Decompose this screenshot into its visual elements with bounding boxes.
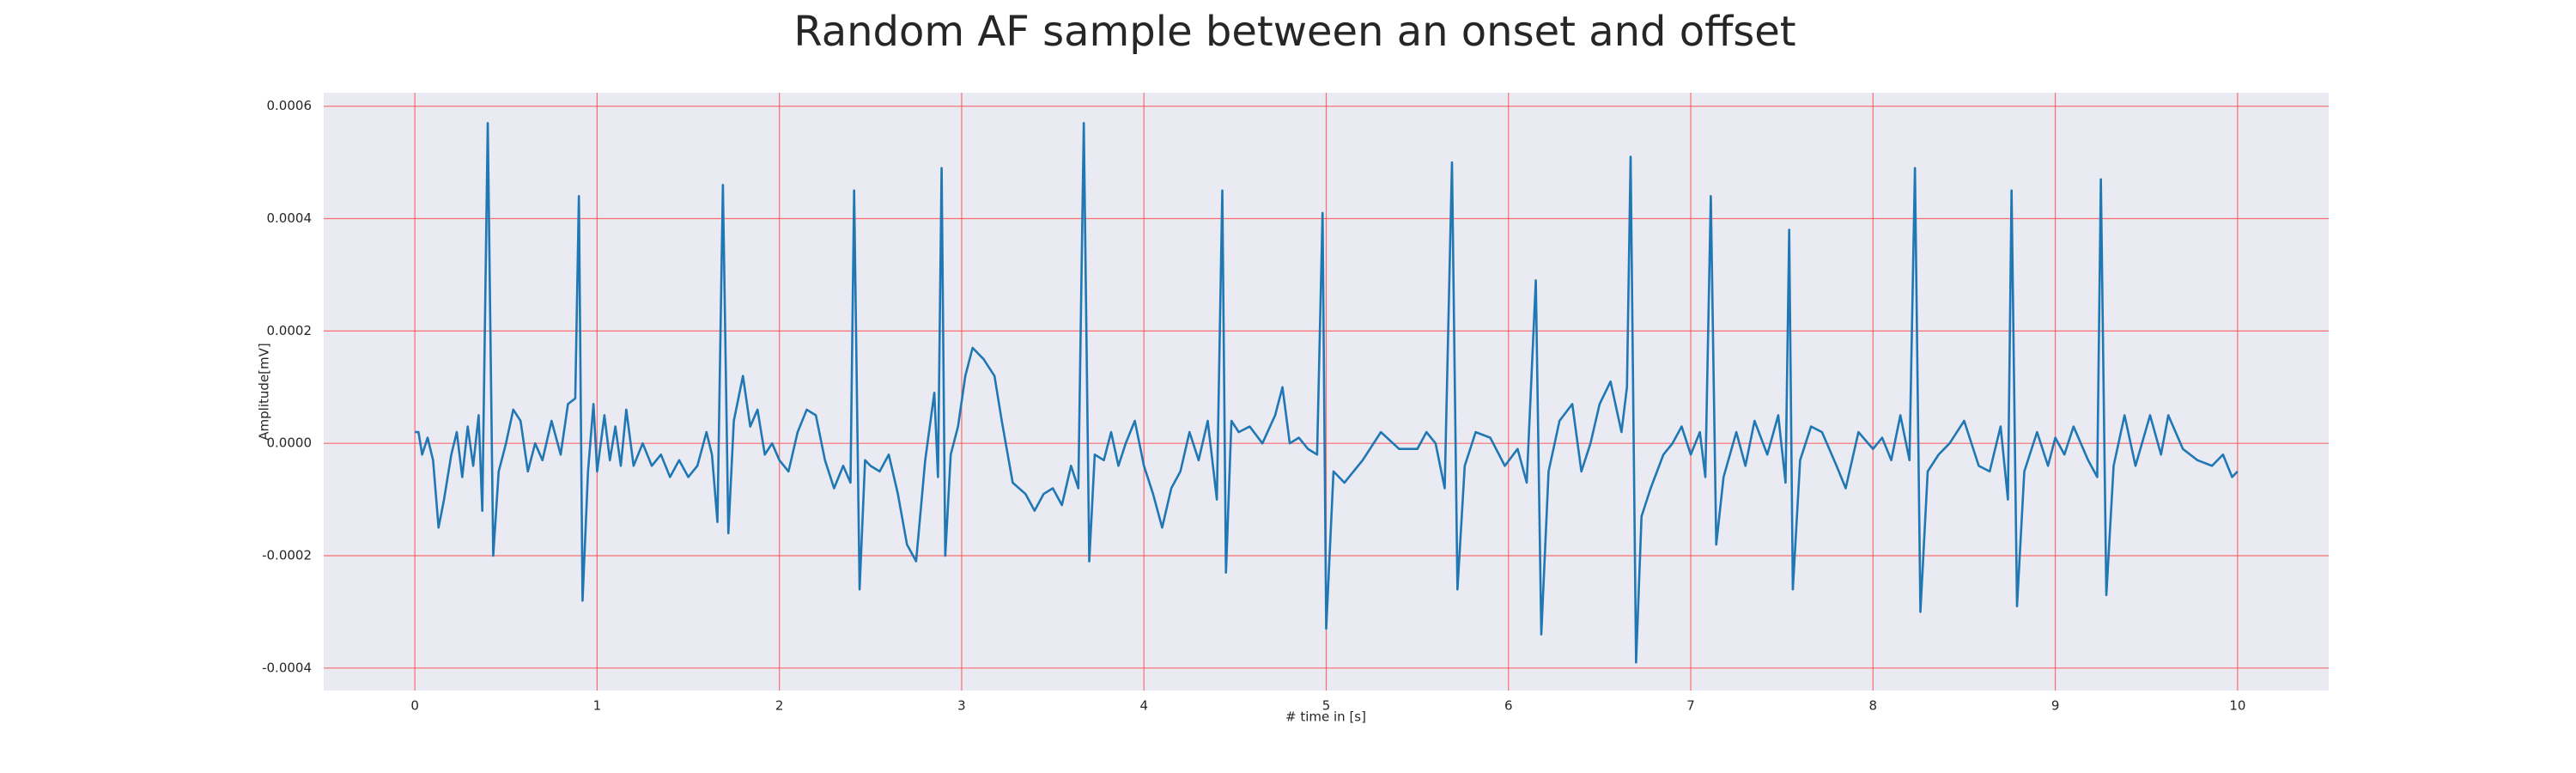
chart-title: Random AF sample between an onset and of… (793, 8, 1795, 56)
y-tick-label: 0.0000 (267, 435, 313, 451)
x-tick-label: 5 (1322, 698, 1331, 714)
x-tick-label: 4 (1139, 698, 1148, 714)
signal-line (415, 122, 2239, 664)
x-tick-label: 9 (2051, 698, 2060, 714)
y-tick-label: 0.0002 (267, 323, 313, 338)
x-tick-label: 2 (775, 698, 784, 714)
y-tick-label: 0.0006 (267, 98, 313, 113)
x-axis-label: # time in [s] (1285, 709, 1366, 725)
x-tick-label: 1 (593, 698, 602, 714)
y-axis-label: Amplitude[mV] (257, 343, 272, 440)
x-tick-label: 8 (1869, 698, 1878, 714)
x-tick-label: 6 (1504, 698, 1513, 714)
x-tick-label: 0 (410, 698, 419, 714)
x-tick-label: 10 (2229, 698, 2245, 714)
x-tick-label: 3 (957, 698, 966, 714)
x-tick-label: 7 (1686, 698, 1695, 714)
y-tick-label: 0.0004 (267, 210, 313, 226)
y-tick-label: -0.0004 (262, 660, 312, 675)
y-tick-label: -0.0002 (262, 548, 312, 563)
